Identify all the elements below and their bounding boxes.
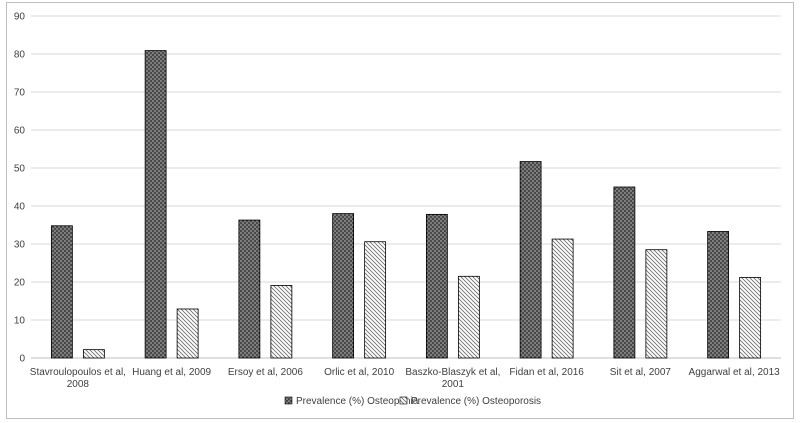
bar-chart: 0 10 20 30 40 50 60 70 80 90 Stavroulopoulos et a… [14,12,781,407]
x-category-label: 2008 [67,379,90,390]
bar-osteopenia [425,213,448,359]
y-tick-label: 60 [14,126,26,137]
bar-osteoporosis [176,308,199,359]
y-axis-ticks: 0 10 20 30 40 50 60 70 80 90 [14,12,26,365]
x-category-label: Stavroulopoulos et al, [30,367,126,378]
gridlines [31,15,781,359]
x-category-label: Baszko-Blaszyk et al, [405,367,500,378]
y-tick-label: 80 [14,50,26,61]
x-axis-labels: Stavroulopoulos et al,2008 Huang et al, 2… [30,367,780,390]
bar-osteopenia [332,213,355,359]
y-tick-label: 0 [19,354,25,365]
legend-swatch [399,396,408,405]
x-category-label: Orlic et al, 2010 [324,367,394,378]
bar-osteoporosis [457,275,480,359]
y-tick-label: 10 [14,316,26,327]
x-category-label: Aggarwal et al, 2013 [689,367,781,378]
chart-frame: 0 10 20 30 40 50 60 70 80 90 Stavroulopoulos et a… [6,2,794,419]
bar-osteoporosis [364,241,387,359]
x-category-label: 2001 [442,379,465,390]
bar-osteoporosis [551,238,574,359]
bar-osteopenia [613,186,636,359]
bar-osteoporosis [739,277,762,359]
legend-swatch [284,396,293,405]
x-category-label: Sit et al, 2007 [610,367,672,378]
bar-osteoporosis [82,349,105,359]
bar-osteopenia [50,225,73,359]
legend-label: Prevalence (%) Osteopenia [296,396,419,407]
bar-osteoporosis [645,249,668,359]
bar-osteopenia [707,231,730,359]
x-category-label: Ersoy et al, 2006 [228,367,303,378]
x-category-label: Huang et al, 2009 [132,367,211,378]
y-tick-label: 30 [14,240,26,251]
bar-osteopenia [238,219,261,359]
legend-label: Prevalence (%) Osteoporosis [411,396,541,407]
y-tick-label: 70 [14,88,26,99]
bars [50,50,762,359]
y-tick-label: 90 [14,12,26,23]
bar-osteopenia [519,161,542,359]
y-tick-label: 40 [14,202,26,213]
bar-osteopenia [144,50,167,359]
bar-osteoporosis [270,285,293,359]
y-tick-label: 20 [14,278,26,289]
x-category-label: Fidan et al, 2016 [509,367,584,378]
y-tick-label: 50 [14,164,26,175]
